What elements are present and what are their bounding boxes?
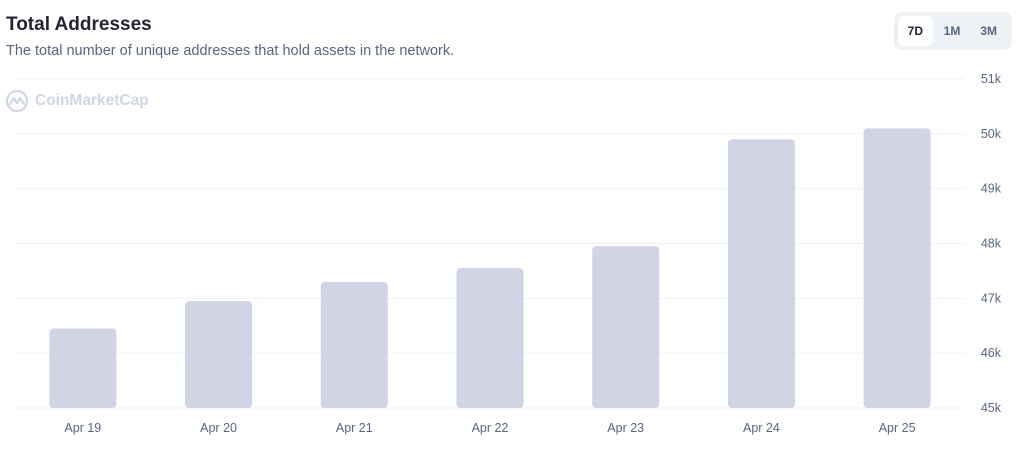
range-1m-button[interactable]: 1M <box>943 24 961 38</box>
x-tick-label: Apr 20 <box>200 421 237 435</box>
range-7d-button[interactable]: 7D <box>898 16 933 46</box>
coinmarketcap-logo-icon <box>5 89 29 113</box>
y-tick-label: 45k <box>981 401 1002 415</box>
range-3m-button[interactable]: 3M <box>980 24 998 38</box>
y-tick-label: 51k <box>981 72 1002 86</box>
chart-title: Total Addresses <box>6 14 152 35</box>
y-tick-label: 50k <box>981 127 1002 141</box>
coinmarketcap-watermark: CoinMarketCap <box>5 89 149 113</box>
x-tick-label: Apr 19 <box>64 421 101 435</box>
x-tick-label: Apr 22 <box>472 421 509 435</box>
y-tick-label: 48k <box>981 237 1002 251</box>
y-tick-label: 46k <box>981 346 1002 360</box>
x-tick-label: Apr 21 <box>336 421 373 435</box>
time-range-selector: 7D 1M 3M <box>894 12 1012 50</box>
bar[interactable] <box>185 301 253 408</box>
y-tick-label: 47k <box>981 291 1002 305</box>
bar[interactable] <box>456 268 524 408</box>
bar[interactable] <box>592 246 660 408</box>
chart-subtitle: The total number of unique addresses tha… <box>6 43 455 59</box>
y-tick-label: 49k <box>981 182 1002 196</box>
bar[interactable] <box>320 281 388 408</box>
bar[interactable] <box>49 328 117 408</box>
bar[interactable] <box>727 139 795 409</box>
x-tick-label: Apr 23 <box>607 421 644 435</box>
x-tick-label: Apr 25 <box>879 421 916 435</box>
watermark-text: CoinMarketCap <box>35 92 149 109</box>
bar[interactable] <box>863 128 931 408</box>
x-tick-label: Apr 24 <box>743 421 780 435</box>
